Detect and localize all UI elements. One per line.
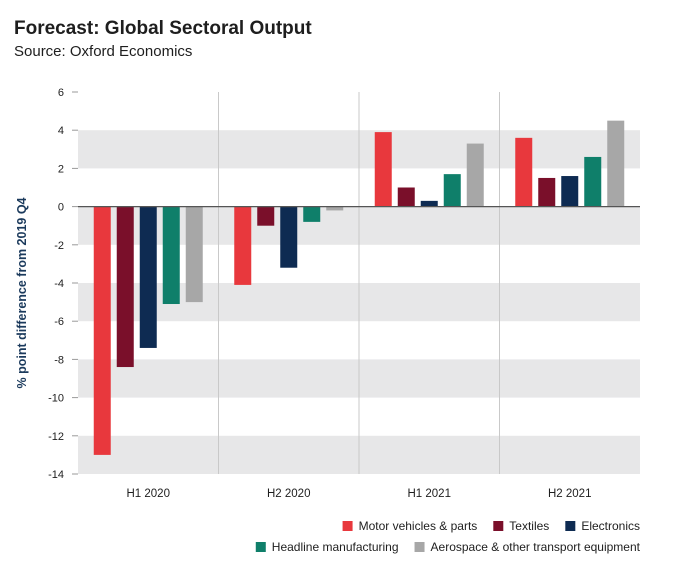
bar-electronics-h2-2021 xyxy=(561,176,579,207)
legend-swatch xyxy=(493,521,504,531)
bar-headline-manufacturing-h1-2020 xyxy=(162,206,180,305)
legend-label: Textiles xyxy=(509,519,549,533)
bar-textiles-h2-2021 xyxy=(538,177,556,207)
bar-motor-vehicles-parts-h1-2020 xyxy=(93,206,111,455)
bar-motor-vehicles-parts-h2-2021 xyxy=(515,137,533,207)
y-tick-label: 6 xyxy=(58,87,64,99)
bar-aerospace-other-transport-equipment-h2-2020 xyxy=(326,206,344,211)
x-category-label: H2 2021 xyxy=(548,488,591,500)
bar-electronics-h2-2020 xyxy=(280,206,298,268)
legend-label: Aerospace & other transport equipment xyxy=(431,540,641,554)
legend-item: Headline manufacturing xyxy=(255,540,399,554)
y-tick-label: -14 xyxy=(48,469,64,481)
bar-textiles-h1-2021 xyxy=(397,187,415,207)
legend-swatch xyxy=(342,521,353,531)
bars xyxy=(93,120,625,455)
legend-swatch xyxy=(255,542,266,552)
y-tick-label: -6 xyxy=(54,316,64,328)
legend-label: Headline manufacturing xyxy=(272,540,399,554)
group-dividers xyxy=(218,92,500,474)
chart-subtitle: Source: Oxford Economics xyxy=(14,43,192,60)
x-axis-categories: H1 2020 H2 2020 H1 2021 H2 2021 xyxy=(127,488,592,500)
y-tick-label: -10 xyxy=(48,393,64,405)
legend-item: Electronics xyxy=(565,519,640,533)
legend-label: Electronics xyxy=(581,519,640,533)
bar-aerospace-other-transport-equipment-h1-2021 xyxy=(466,143,484,207)
x-category-label: H2 2020 xyxy=(267,488,310,500)
bar-textiles-h2-2020 xyxy=(257,206,275,226)
legend-label: Motor vehicles & parts xyxy=(359,519,478,533)
x-category-label: H1 2021 xyxy=(408,488,451,500)
y-tick-label: 4 xyxy=(58,125,64,137)
legend-item: Textiles xyxy=(493,519,549,533)
bar-headline-manufacturing-h2-2020 xyxy=(303,206,321,222)
bar-textiles-h1-2020 xyxy=(116,206,134,368)
bar-aerospace-other-transport-equipment-h2-2021 xyxy=(607,120,625,207)
bar-aerospace-other-transport-equipment-h1-2020 xyxy=(185,206,203,303)
y-tick-label: -8 xyxy=(54,354,64,366)
bar-headline-manufacturing-h1-2021 xyxy=(443,174,461,207)
y-tick-label: -4 xyxy=(54,278,64,290)
y-tick-label: -2 xyxy=(54,240,64,252)
bar-motor-vehicles-parts-h1-2021 xyxy=(374,132,392,207)
y-axis-label: % point difference from 2019 Q4 xyxy=(15,197,29,388)
legend-swatch xyxy=(414,542,425,552)
bar-electronics-h1-2021 xyxy=(420,200,438,207)
legend-item: Motor vehicles & parts xyxy=(342,519,478,533)
legend-item: Aerospace & other transport equipment xyxy=(414,540,641,554)
y-tick-label: -12 xyxy=(48,431,64,443)
legend: Motor vehicles & parts Textiles Electronic… xyxy=(255,519,641,554)
y-tick-label: 0 xyxy=(58,202,64,214)
bar-headline-manufacturing-h2-2021 xyxy=(584,156,602,207)
y-axis-ticks: 6 4 2 0 -2 -4 -6 -8 -10 -12 -14 xyxy=(48,87,78,481)
bar-electronics-h1-2020 xyxy=(139,206,157,348)
bar-motor-vehicles-parts-h2-2020 xyxy=(234,206,252,285)
x-category-label: H1 2020 xyxy=(127,488,170,500)
chart-title: Forecast: Global Sectoral Output xyxy=(14,18,312,39)
y-tick-label: 2 xyxy=(58,163,64,175)
legend-swatch xyxy=(565,521,576,531)
